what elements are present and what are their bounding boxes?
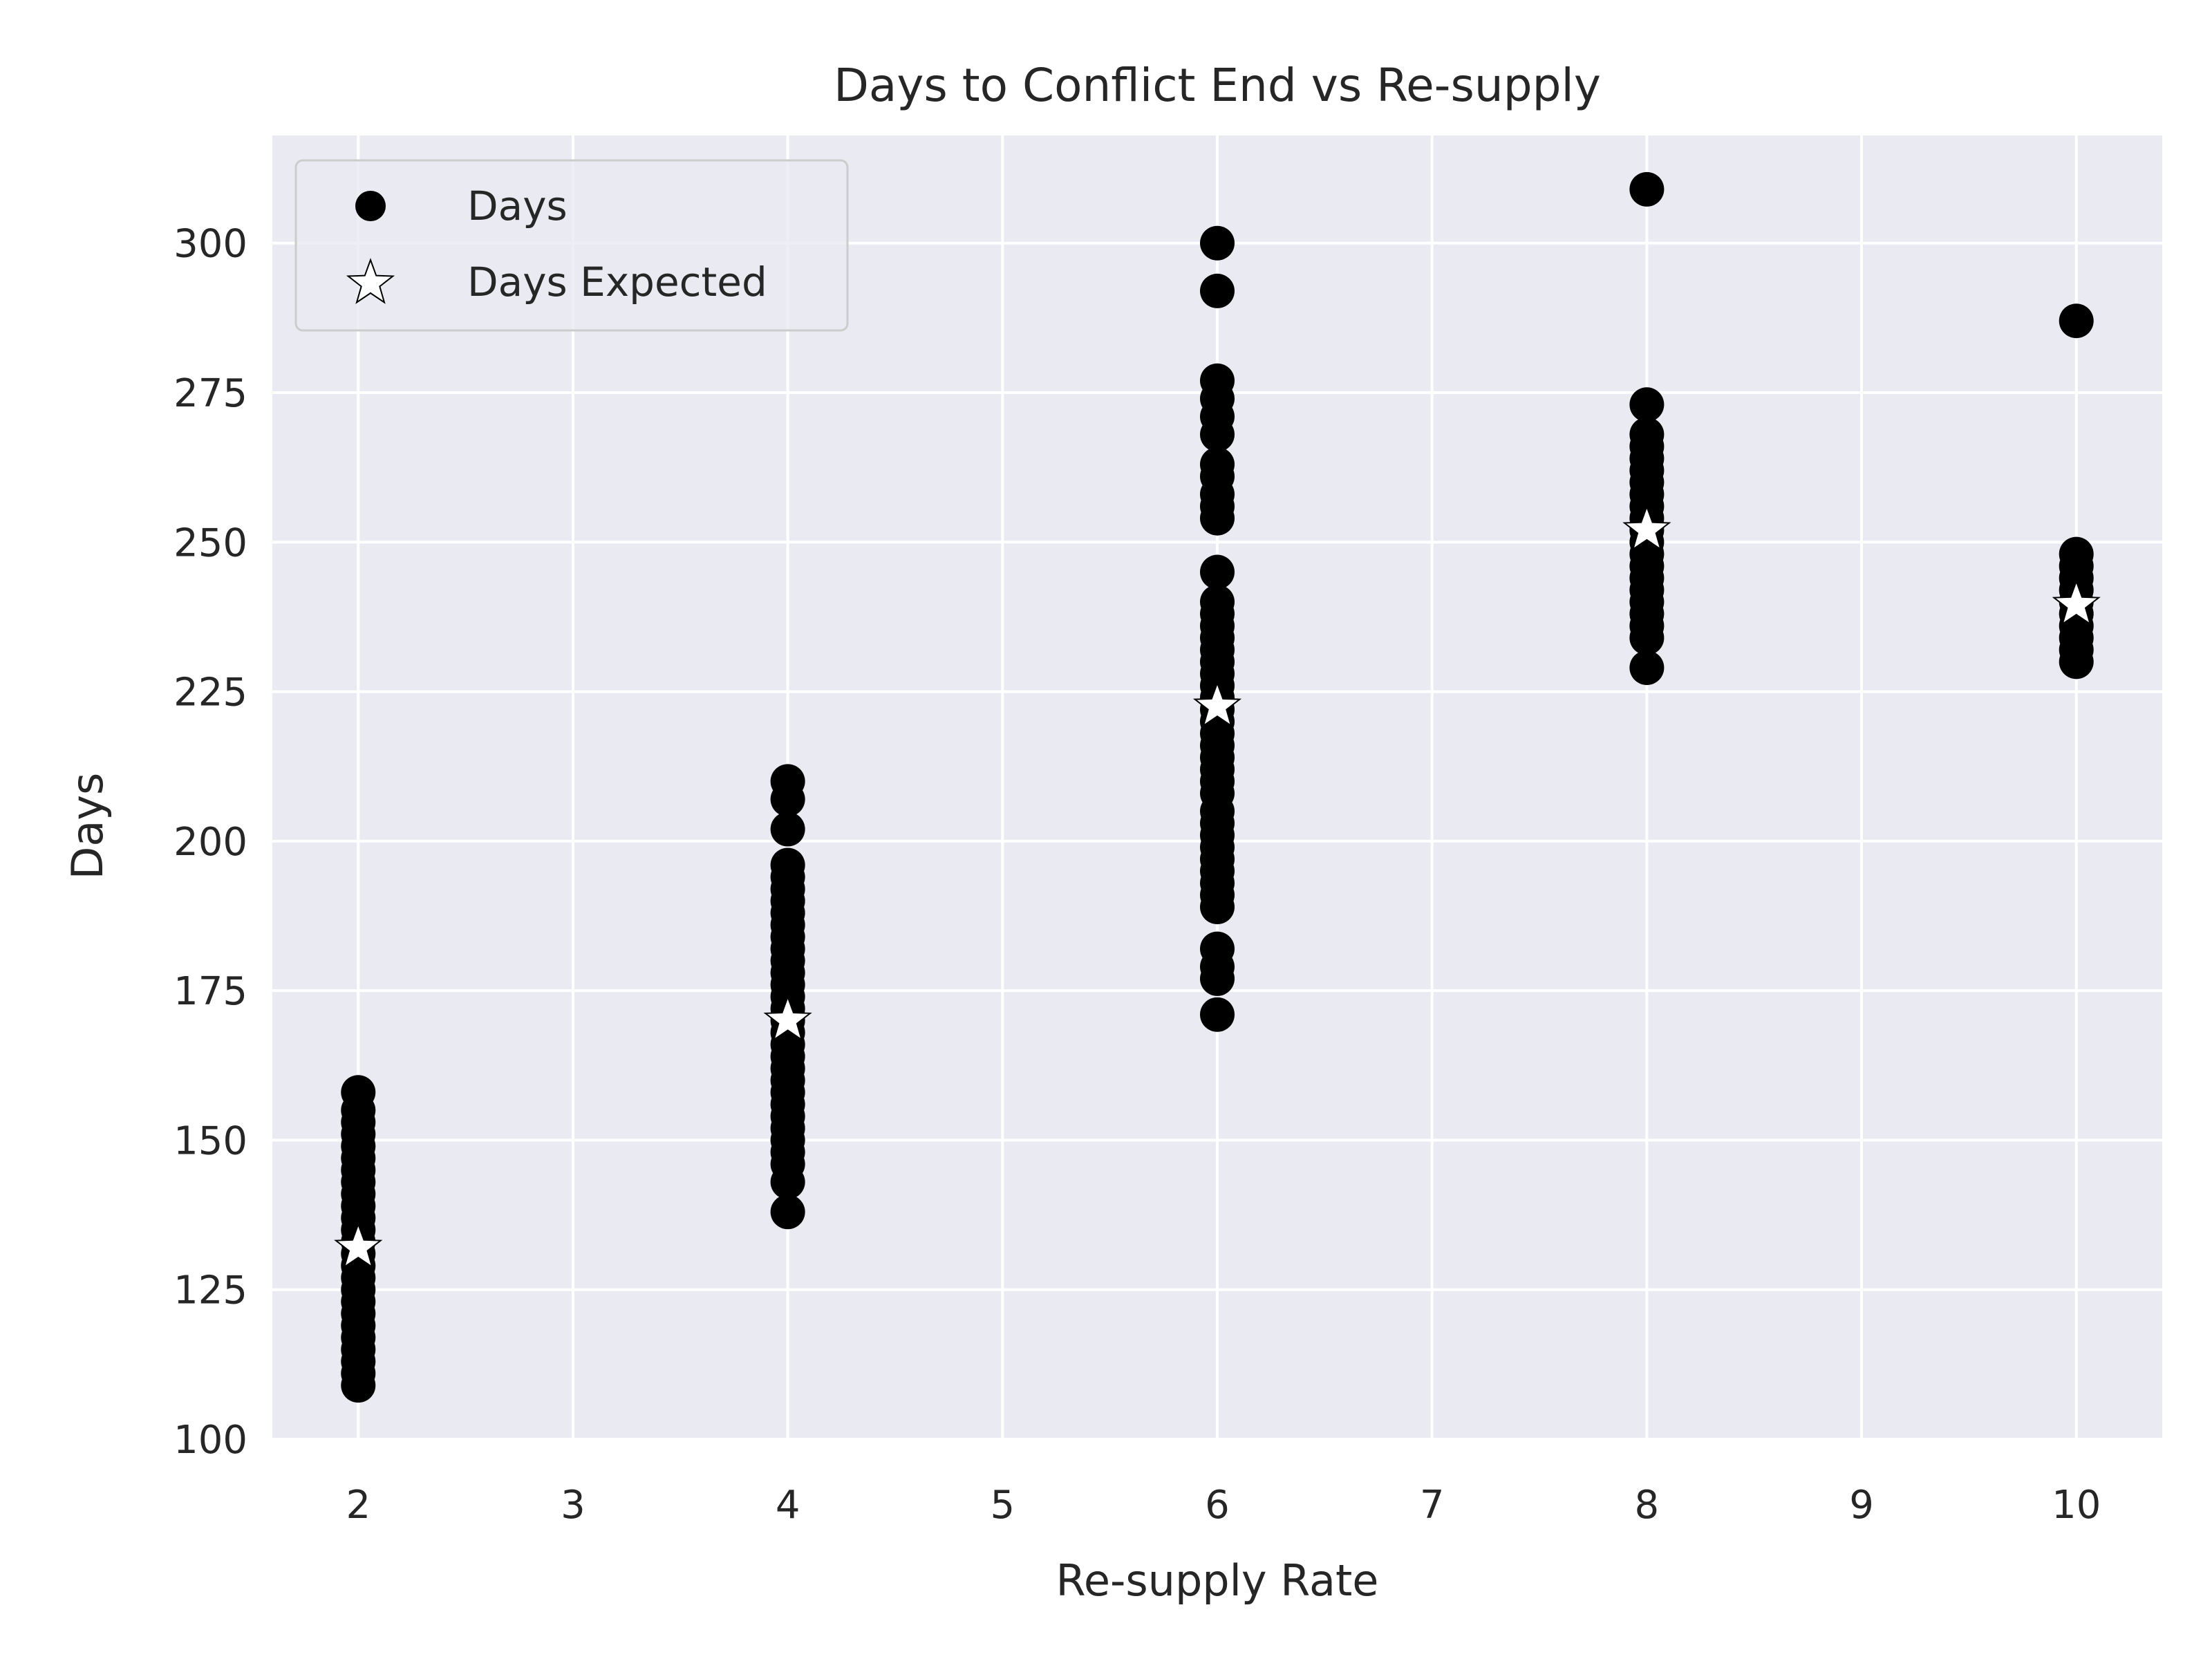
legend-label-days: Days: [467, 182, 568, 229]
days-point: [1200, 997, 1235, 1032]
y-tick-label: 175: [174, 969, 247, 1014]
x-axis-label: Re-supply Rate: [1056, 1555, 1379, 1606]
y-tick-label: 250: [174, 521, 247, 565]
days-point: [770, 847, 805, 883]
y-tick-label: 100: [174, 1418, 247, 1463]
days-point: [1629, 171, 1665, 207]
y-tick-label: 200: [174, 820, 247, 865]
days-point: [2059, 536, 2094, 572]
chart-title: Days to Conflict End vs Re-supply: [834, 59, 1601, 112]
days-point: [1200, 554, 1235, 590]
x-tick-labels: 2 3 4 5 6 7 8 9 10: [346, 1483, 2101, 1528]
legend-box: [294, 159, 849, 332]
x-tick-label: 7: [1420, 1483, 1445, 1528]
x-tick-label: 4: [776, 1483, 800, 1528]
legend-label-days-expected: Days Expected: [467, 259, 767, 306]
days-point: [1200, 447, 1235, 482]
x-tick-label: 3: [561, 1483, 585, 1528]
x-tick-label: 2: [346, 1483, 371, 1528]
days-point: [2059, 303, 2094, 339]
y-tick-label: 150: [174, 1118, 247, 1163]
days-expected-point: [334, 1222, 383, 1269]
days-expected-point: [1622, 505, 1671, 551]
x-tick-label: 9: [1849, 1483, 1874, 1528]
y-tick-label: 275: [174, 371, 247, 416]
days-point: [770, 812, 805, 847]
x-tick-label: 5: [990, 1483, 1015, 1528]
y-tick-label: 125: [174, 1268, 247, 1313]
days-point: [1629, 417, 1665, 452]
y-tick-labels: 100 125 150 175 200 225 250 275 300: [174, 222, 247, 1463]
y-tick-label: 225: [174, 671, 247, 715]
days-point: [1200, 273, 1235, 308]
days-point: [770, 764, 805, 799]
days-expected-point: [1192, 681, 1242, 728]
days-point: [1200, 584, 1235, 619]
days-point: [1200, 363, 1235, 398]
days-point: [770, 1194, 805, 1230]
y-tick-label: 300: [174, 222, 247, 267]
x-tick-label: 6: [1205, 1483, 1230, 1528]
days-expected-point: [2052, 579, 2101, 626]
days-point: [1629, 650, 1665, 685]
x-tick-label: 10: [2052, 1483, 2101, 1528]
legend: Days Days Expected: [294, 159, 849, 332]
y-axis-label: Days: [62, 773, 113, 880]
days-expected-point: [763, 995, 812, 1042]
expected-points: [334, 505, 2101, 1269]
grid-lines: [272, 135, 2162, 1441]
days-point: [1629, 387, 1665, 422]
legend-marker-days-expected: [346, 258, 395, 304]
days-point: [341, 1075, 376, 1110]
days-point: [1200, 931, 1235, 966]
legend-marker-days: [355, 191, 386, 221]
days-point: [1200, 225, 1235, 261]
x-tick-label: 8: [1635, 1483, 1660, 1528]
